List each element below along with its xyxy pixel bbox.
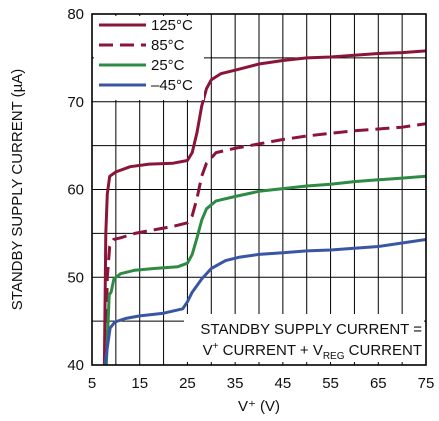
series-line [103,122,426,365]
annotation-reg-sub: REG [323,351,345,362]
y-tick-label: 40 [67,357,84,374]
series-line [103,238,426,365]
plot-frame [91,13,427,366]
x-tick-label: 35 [227,375,244,392]
y-tick-label: 70 [67,94,84,111]
series-line [104,174,426,365]
annotation-v-sup: + [213,341,219,352]
annotation-current: CURRENT [345,342,423,359]
x-tick-label: 55 [322,375,339,392]
tick-labels: 5 15 25 35 45 55 65 75 40 50 60 70 80 [67,6,434,392]
x-tick-label: 5 [88,375,96,392]
y-tick-label: 50 [67,269,84,286]
x-axis-title: V⁺ (V) [238,398,280,415]
annotation-line-2: V+ CURRENT + VREG CURRENT [203,341,422,362]
y-axis-title: STANDBY SUPPLY CURRENT (µA) [9,69,26,310]
y-tick-label: 60 [67,182,84,199]
annotation-box: STANDBY SUPPLY CURRENT = V+ CURRENT + VR… [184,314,424,362]
annotation-background [184,314,424,362]
legend: 125°C 85°C 25°C –45°C [94,16,204,100]
x-tick-label: 75 [418,375,435,392]
annotation-line-1: STANDBY SUPPLY CURRENT = [200,321,422,338]
series-layer [102,49,426,365]
annotation-v: V [203,342,213,359]
legend-label: 85°C [151,37,185,54]
series-line [102,49,426,365]
x-tick-label: 15 [131,375,148,392]
x-tick-label: 25 [179,375,196,392]
x-tick-label: 65 [370,375,387,392]
legend-label: 25°C [151,57,185,74]
legend-label: 125°C [151,17,193,34]
x-tick-label: 45 [275,375,292,392]
annotation-current-plus: CURRENT + V [219,342,323,359]
legend-label: –45°C [151,77,193,94]
y-tick-label: 80 [67,6,84,23]
